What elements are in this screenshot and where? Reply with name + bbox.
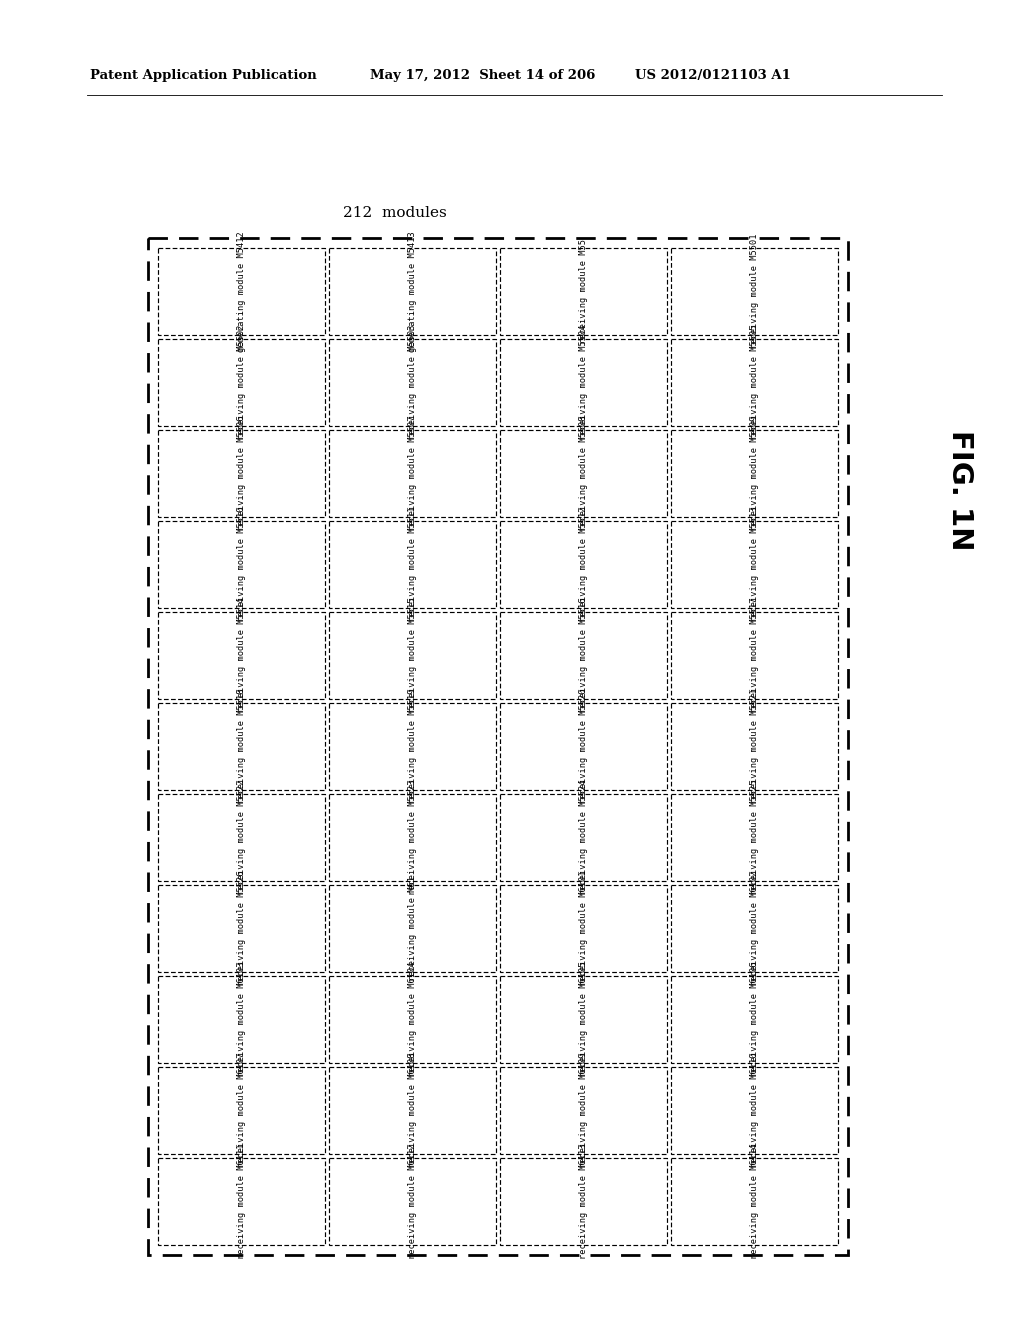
Bar [500, 795, 667, 880]
Bar [329, 248, 496, 335]
Text: FIG. 1N: FIG. 1N [946, 430, 974, 550]
Text: receiving module M5506: receiving module M5506 [237, 416, 246, 531]
Bar [500, 339, 667, 426]
Text: receiving module M6106: receiving module M6106 [750, 962, 759, 1077]
Bar [500, 704, 667, 789]
Text: receiving module M6109: receiving module M6109 [579, 1053, 588, 1168]
Text: receiving module M6112: receiving module M6112 [408, 1143, 417, 1259]
Text: receiving module M61: receiving module M61 [408, 876, 417, 981]
Text: receiving module M5513: receiving module M5513 [750, 507, 759, 622]
Text: receiving module M5511: receiving module M5511 [408, 507, 417, 622]
Text: receiving module M6102: receiving module M6102 [750, 871, 759, 986]
Bar [158, 248, 325, 335]
Text: receiving module M5522: receiving module M5522 [237, 780, 246, 895]
Bar [671, 430, 838, 517]
Bar [671, 884, 838, 972]
Text: receiving module M6113: receiving module M6113 [579, 1143, 588, 1259]
Text: generating module M5412: generating module M5412 [237, 231, 246, 352]
Text: receiving module M5526: receiving module M5526 [237, 871, 246, 986]
Bar [500, 248, 667, 335]
Text: receiving module M6101: receiving module M6101 [579, 871, 588, 986]
Text: receiving module M6107: receiving module M6107 [237, 1053, 246, 1168]
Text: receiving module M5520: receiving module M5520 [579, 689, 588, 804]
Bar [671, 704, 838, 789]
Bar [500, 975, 667, 1063]
Text: receiving module M5510: receiving module M5510 [237, 507, 246, 622]
Bar [158, 612, 325, 700]
Text: receiving module M5525: receiving module M5525 [750, 780, 759, 895]
Text: receiving module M5512: receiving module M5512 [579, 507, 588, 622]
Text: receiving module M5509: receiving module M5509 [750, 416, 759, 531]
Bar [500, 612, 667, 700]
Bar [671, 248, 838, 335]
Bar [158, 975, 325, 1063]
Bar [158, 339, 325, 426]
Bar [671, 1158, 838, 1245]
Bar [329, 1067, 496, 1154]
Bar [158, 1067, 325, 1154]
Bar [329, 975, 496, 1063]
Bar [329, 521, 496, 609]
Text: receiving module M5516: receiving module M5516 [579, 598, 588, 713]
Bar [329, 884, 496, 972]
Bar [500, 884, 667, 972]
Text: receiving module M5503: receiving module M5503 [408, 325, 417, 441]
Bar [158, 704, 325, 789]
Text: receiving module M5507: receiving module M5507 [408, 416, 417, 531]
Bar [671, 1067, 838, 1154]
Text: May 17, 2012  Sheet 14 of 206: May 17, 2012 Sheet 14 of 206 [370, 69, 595, 82]
Text: receiving module M6103: receiving module M6103 [237, 962, 246, 1077]
Bar [158, 430, 325, 517]
Text: receiving module M5501: receiving module M5501 [750, 234, 759, 350]
Text: receiving module M5514: receiving module M5514 [237, 598, 246, 713]
Bar [329, 795, 496, 880]
Bar [500, 1158, 667, 1245]
Text: receiving module M5505: receiving module M5505 [750, 325, 759, 441]
Bar [158, 884, 325, 972]
Bar [500, 430, 667, 517]
Text: receiving module M5519: receiving module M5519 [408, 689, 417, 804]
Bar [671, 795, 838, 880]
Bar [158, 1158, 325, 1245]
Text: receiving module M5523: receiving module M5523 [408, 780, 417, 895]
Text: receiving module M5515: receiving module M5515 [408, 598, 417, 713]
Text: Patent Application Publication: Patent Application Publication [90, 69, 316, 82]
Bar [148, 238, 848, 1255]
Text: receiving module M5502: receiving module M5502 [237, 325, 246, 441]
Text: receiving module M6111: receiving module M6111 [237, 1143, 246, 1259]
Bar [671, 521, 838, 609]
Text: receiving module M6104: receiving module M6104 [408, 962, 417, 1077]
Text: receiving module M6110: receiving module M6110 [750, 1053, 759, 1168]
Bar [671, 975, 838, 1063]
Bar [671, 612, 838, 700]
Text: receiving module M55: receiving module M55 [579, 239, 588, 345]
Bar [329, 339, 496, 426]
Bar [671, 339, 838, 426]
Text: receiving module M6105: receiving module M6105 [579, 962, 588, 1077]
Text: 212  modules: 212 modules [343, 206, 446, 220]
Bar [158, 521, 325, 609]
Text: receiving module M6108: receiving module M6108 [408, 1053, 417, 1168]
Text: receiving module M5521: receiving module M5521 [750, 689, 759, 804]
Text: generating module M5413: generating module M5413 [408, 231, 417, 352]
Bar [329, 704, 496, 789]
Bar [500, 1067, 667, 1154]
Text: receiving module M6114: receiving module M6114 [750, 1143, 759, 1259]
Bar [500, 521, 667, 609]
Bar [329, 1158, 496, 1245]
Text: receiving module M5508: receiving module M5508 [579, 416, 588, 531]
Text: receiving module M5518: receiving module M5518 [237, 689, 246, 804]
Text: receiving module M5504: receiving module M5504 [579, 325, 588, 441]
Text: receiving module M5524: receiving module M5524 [579, 780, 588, 895]
Bar [329, 430, 496, 517]
Bar [329, 612, 496, 700]
Bar [158, 795, 325, 880]
Text: US 2012/0121103 A1: US 2012/0121103 A1 [635, 69, 791, 82]
Text: receiving module M5517: receiving module M5517 [750, 598, 759, 713]
